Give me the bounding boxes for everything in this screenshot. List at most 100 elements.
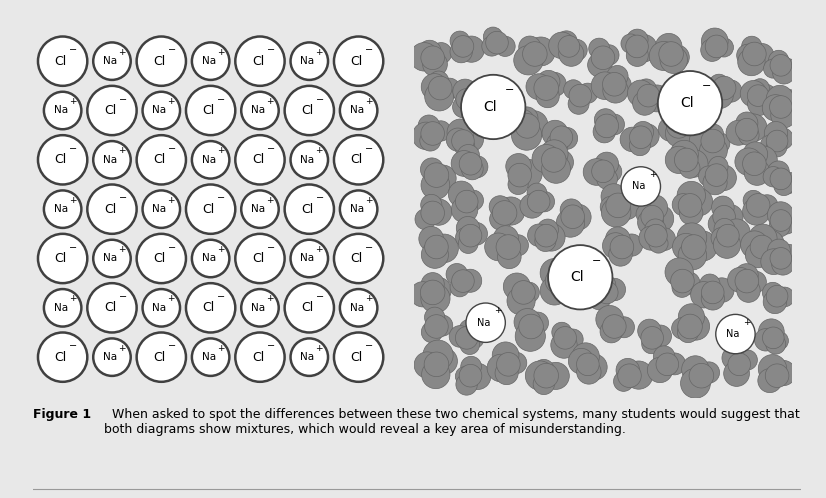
Circle shape — [686, 188, 713, 216]
Text: +: + — [118, 245, 126, 254]
Circle shape — [582, 354, 607, 380]
Text: −: − — [365, 45, 373, 55]
Circle shape — [425, 235, 449, 259]
Circle shape — [754, 329, 777, 351]
Circle shape — [136, 234, 186, 283]
Circle shape — [769, 216, 790, 237]
Text: Na: Na — [251, 204, 265, 214]
Circle shape — [455, 190, 478, 213]
Text: Cl: Cl — [252, 252, 264, 265]
Circle shape — [717, 224, 739, 247]
Text: Na: Na — [477, 318, 490, 328]
Circle shape — [665, 105, 694, 133]
Circle shape — [764, 122, 788, 145]
Circle shape — [626, 44, 648, 66]
Circle shape — [774, 211, 798, 234]
Circle shape — [699, 166, 719, 186]
Circle shape — [767, 130, 788, 152]
Circle shape — [771, 103, 796, 128]
Circle shape — [768, 50, 789, 71]
Text: Na: Na — [349, 106, 363, 116]
Circle shape — [748, 85, 769, 107]
Text: −: − — [702, 82, 711, 92]
Circle shape — [629, 34, 657, 62]
Circle shape — [681, 369, 710, 398]
Text: Cl: Cl — [104, 301, 116, 314]
Circle shape — [496, 235, 520, 259]
Circle shape — [458, 127, 483, 152]
Circle shape — [463, 190, 483, 211]
Circle shape — [681, 235, 706, 259]
Text: Na: Na — [301, 253, 315, 263]
Circle shape — [756, 230, 785, 259]
Circle shape — [519, 282, 539, 303]
Circle shape — [497, 245, 521, 268]
Circle shape — [601, 161, 622, 182]
Circle shape — [420, 158, 444, 181]
Text: +: + — [168, 196, 175, 205]
Circle shape — [588, 287, 611, 310]
Circle shape — [750, 43, 774, 68]
Text: +: + — [365, 294, 373, 303]
Circle shape — [535, 224, 558, 247]
Circle shape — [431, 348, 458, 374]
Text: −: − — [168, 341, 176, 351]
Circle shape — [701, 281, 724, 304]
Circle shape — [545, 269, 570, 293]
Circle shape — [678, 194, 702, 217]
Circle shape — [763, 166, 784, 187]
Text: +: + — [216, 245, 224, 254]
Circle shape — [458, 269, 482, 292]
Circle shape — [681, 150, 708, 177]
Circle shape — [591, 72, 619, 100]
Circle shape — [655, 33, 682, 60]
Circle shape — [38, 333, 88, 382]
Circle shape — [602, 72, 626, 96]
Circle shape — [749, 146, 777, 174]
Circle shape — [596, 281, 618, 304]
Circle shape — [724, 361, 749, 386]
Circle shape — [540, 258, 569, 287]
Circle shape — [689, 364, 714, 388]
Circle shape — [143, 190, 180, 228]
Circle shape — [714, 231, 741, 258]
Circle shape — [756, 195, 778, 217]
Circle shape — [495, 36, 515, 56]
Circle shape — [599, 45, 619, 65]
Circle shape — [704, 124, 724, 144]
Circle shape — [537, 70, 560, 93]
Circle shape — [551, 332, 577, 358]
Circle shape — [514, 45, 544, 75]
Circle shape — [777, 172, 799, 194]
Text: −: − — [267, 45, 275, 55]
Text: −: − — [316, 193, 325, 203]
Circle shape — [677, 223, 707, 252]
Circle shape — [737, 279, 760, 302]
Text: Cl: Cl — [153, 55, 165, 68]
Circle shape — [709, 132, 730, 154]
Circle shape — [700, 136, 728, 164]
Circle shape — [740, 81, 767, 107]
Circle shape — [701, 28, 729, 55]
Text: Na: Na — [251, 303, 265, 313]
Circle shape — [527, 312, 548, 334]
Text: −: − — [592, 255, 601, 265]
Circle shape — [88, 283, 136, 333]
Circle shape — [762, 327, 784, 349]
Circle shape — [425, 82, 453, 111]
Circle shape — [609, 243, 632, 266]
Circle shape — [542, 121, 568, 146]
Text: Na: Na — [202, 56, 216, 66]
Text: +: + — [118, 344, 126, 353]
Circle shape — [742, 36, 762, 56]
Text: +: + — [216, 344, 224, 353]
Circle shape — [93, 141, 131, 179]
Circle shape — [649, 234, 668, 253]
Circle shape — [714, 38, 733, 57]
Circle shape — [534, 360, 554, 380]
Circle shape — [285, 283, 334, 333]
Text: −: − — [217, 193, 225, 203]
Circle shape — [454, 136, 475, 157]
Circle shape — [680, 158, 700, 178]
Circle shape — [421, 322, 443, 343]
